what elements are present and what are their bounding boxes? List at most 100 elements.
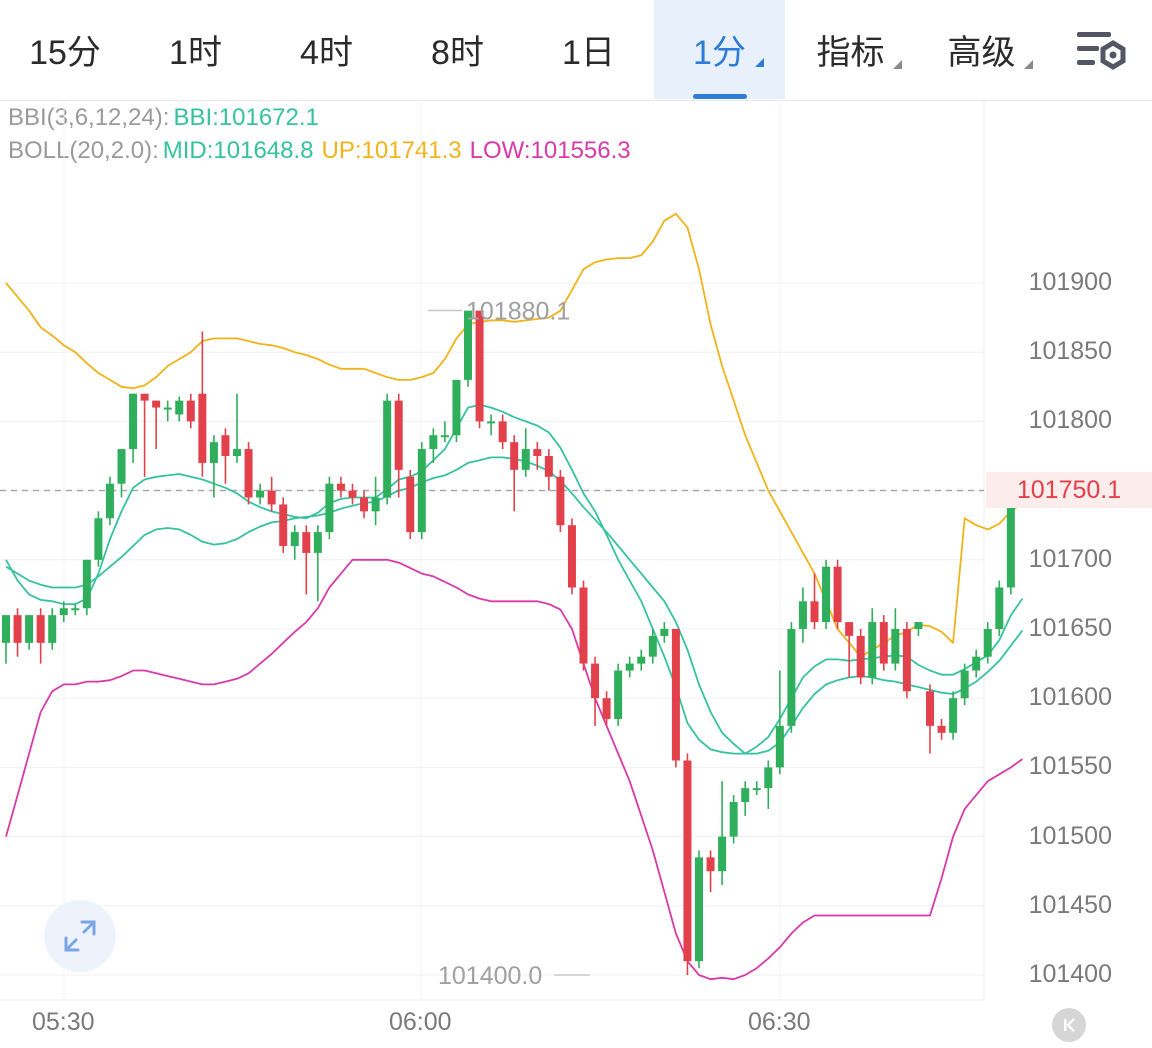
price-tick: 101500 xyxy=(1028,821,1112,850)
tab-label: 4时 xyxy=(300,34,353,72)
dropdown-triangle-icon xyxy=(893,60,902,69)
candle-body xyxy=(406,476,415,533)
chart-grid xyxy=(0,100,985,1001)
tab-8hour[interactable]: 8时 xyxy=(392,0,523,99)
candle-body xyxy=(198,393,207,463)
candle-body xyxy=(579,587,588,664)
candle-body xyxy=(741,788,750,802)
chart-settings-button[interactable] xyxy=(1052,0,1152,99)
candle-body xyxy=(25,615,34,643)
candle-body xyxy=(186,400,195,422)
timeframe-toolbar: 15分 1时 4时 8时 1日 1分 指标 高级 xyxy=(0,0,1152,101)
price-tick: 101450 xyxy=(1028,890,1112,919)
candle-body xyxy=(36,615,45,643)
tab-4hour[interactable]: 4时 xyxy=(261,0,392,99)
scroll-to-latest-button[interactable] xyxy=(1052,1008,1086,1042)
bbi-value: BBI:101672.1 xyxy=(173,104,319,131)
candle-body xyxy=(845,622,854,636)
candle-body xyxy=(798,601,807,629)
candle-body xyxy=(279,504,288,546)
candle-body xyxy=(417,449,426,533)
candle-body xyxy=(464,310,472,380)
low-price-label: 101400.0 xyxy=(438,962,542,990)
tab-label: 8时 xyxy=(431,34,484,72)
tab-indicators[interactable]: 指标 xyxy=(785,0,916,99)
candle-body xyxy=(244,449,253,498)
candle-body xyxy=(510,442,519,470)
candle-body xyxy=(117,449,126,484)
candle-body xyxy=(140,393,149,401)
tab-label: 高级 xyxy=(947,34,1016,72)
candle-body xyxy=(752,788,761,791)
candle-body xyxy=(267,490,276,505)
candle-body xyxy=(544,456,553,477)
candle-body xyxy=(336,483,345,491)
candle-body xyxy=(648,635,657,657)
candle-body xyxy=(914,622,923,629)
candle-body xyxy=(129,393,138,450)
price-tick: 101800 xyxy=(1028,406,1112,435)
candle-body xyxy=(683,760,692,962)
candle-body xyxy=(868,622,877,678)
candle-body xyxy=(452,379,461,436)
candle-body xyxy=(856,635,865,678)
price-tick: 101850 xyxy=(1028,337,1112,366)
candle-body xyxy=(487,421,496,424)
candle-body xyxy=(105,483,114,519)
dropdown-triangle-icon xyxy=(755,58,764,67)
price-tick: 101650 xyxy=(1028,614,1112,642)
candle-body xyxy=(233,449,241,456)
candle-body xyxy=(810,601,819,623)
candle-body xyxy=(521,449,530,470)
candle-body xyxy=(175,400,184,415)
candle-body xyxy=(325,483,334,533)
bbi-indicator-name: BBI(3,6,12,24): xyxy=(8,104,170,131)
price-tick: 101400 xyxy=(1028,960,1112,988)
price-marks: 101880.1 101400.0 xyxy=(428,298,590,990)
price-tick: 101600 xyxy=(1028,683,1112,712)
candle-body xyxy=(209,442,218,463)
candle-body xyxy=(937,725,946,733)
candle-body xyxy=(822,566,831,623)
candle-body xyxy=(591,663,600,699)
candle-body xyxy=(556,476,565,526)
fullscreen-button[interactable] xyxy=(44,900,116,972)
candle-body xyxy=(48,615,57,643)
tab-1day[interactable]: 1日 xyxy=(523,0,654,99)
dropdown-triangle-icon xyxy=(1024,60,1033,69)
candle-body xyxy=(152,400,161,408)
candle-body xyxy=(313,532,322,553)
candle-body xyxy=(926,691,934,726)
tab-1hour[interactable]: 1时 xyxy=(130,0,261,99)
price-axis: 101900 101850 101800 101700 101650 101600 1015… xyxy=(986,100,1152,1000)
candle-body xyxy=(706,857,715,872)
candle-body xyxy=(394,400,403,470)
tab-1min[interactable]: 1分 xyxy=(654,0,785,99)
candles xyxy=(2,310,1027,975)
series-line-bbi xyxy=(5,403,1024,755)
candle-body xyxy=(602,698,611,719)
indicator-lines xyxy=(5,212,1024,981)
chart-settings-icon xyxy=(1077,31,1126,70)
boll-legend: BOLL(20,2.0): MID:101648.8 UP:101741.3 LOW:… xyxy=(8,137,639,165)
candle-body xyxy=(533,449,542,456)
tab-advanced[interactable]: 高级 xyxy=(916,0,1047,99)
candle-body xyxy=(567,525,576,588)
tab-15min[interactable]: 15分 xyxy=(0,0,130,99)
candle-body xyxy=(13,615,22,643)
boll-low-value: LOW:101556.3 xyxy=(469,137,631,164)
candle-body xyxy=(163,407,172,410)
tab-label: 1时 xyxy=(169,34,222,72)
candle-body xyxy=(949,698,958,733)
price-tick: 101700 xyxy=(1028,544,1112,573)
candle-body xyxy=(695,857,703,962)
series-line-up xyxy=(5,212,1023,658)
price-tick: 101900 xyxy=(1028,268,1112,296)
boll-indicator-name: BOLL(20,2.0): xyxy=(8,137,159,164)
tab-label: 1分 xyxy=(693,34,746,72)
time-tick: 06:30 xyxy=(748,1008,811,1036)
candle-body xyxy=(71,608,80,611)
skip-back-icon xyxy=(1064,1018,1075,1032)
series-line-low xyxy=(5,558,1023,981)
candle-body xyxy=(902,629,911,692)
